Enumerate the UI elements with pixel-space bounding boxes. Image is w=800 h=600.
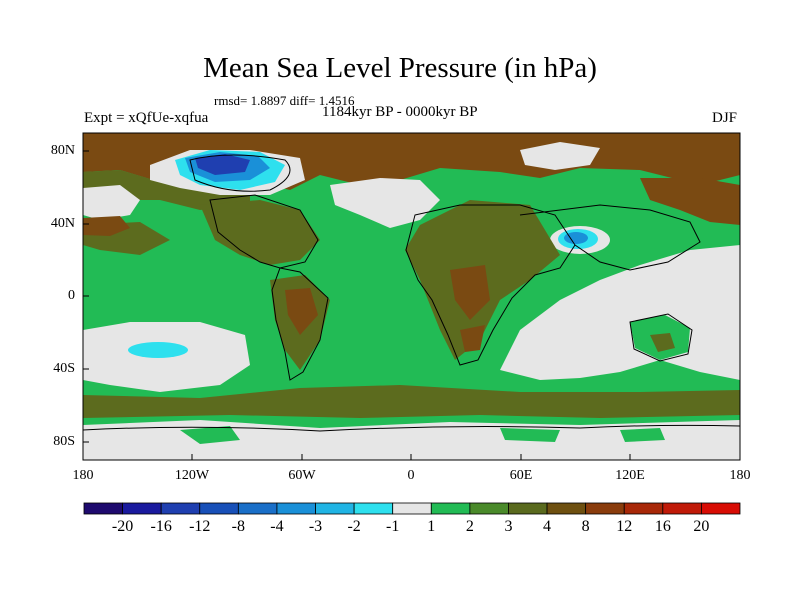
colorbar-swatch [623,502,664,515]
colorbar-swatch [392,502,432,515]
grey-north-pacific [83,185,140,220]
colorbar-swatch [199,502,239,515]
australia-core [650,333,675,352]
southern-ocean-olive [83,385,740,418]
africa-core [450,265,490,320]
axis-ticks [82,150,741,460]
colorbar-label: 12 [616,518,633,535]
colorbar-label: -8 [231,518,245,535]
colorbar-swatch [237,502,278,515]
colorbar [83,502,741,515]
colorbar-label: 16 [654,518,671,535]
period-label: 1184kyr BP - 0000kyr BP [322,104,478,120]
colorbar-label: 1 [427,518,436,535]
antarctica-grey [83,420,740,460]
lon-tick-label: 60W [288,468,316,483]
experiment-label: Expt = xQfUe-xqfua [84,110,209,126]
map-plot-area [83,133,740,460]
colorbar-swatch [353,502,394,515]
colorbar-label: -16 [150,518,172,535]
colorbar-swatch [701,502,741,515]
antarctica-green-patches [180,426,665,444]
colorbar-label: -3 [308,518,323,535]
lon-tick-label: 60E [509,468,533,483]
page-title: Mean Sea Level Pressure (in hPa) [203,52,597,84]
south-america-core [285,288,318,335]
lat-tick-label: 80N [50,143,75,158]
colorbar-swatch [585,502,625,515]
lat-tick-label: 80S [53,434,75,449]
coastlines [83,154,740,432]
colorbar-label: 20 [693,518,710,535]
grey-north-atlantic [330,178,440,228]
colorbar-label: -2 [347,518,361,535]
colorbar-label: 2 [465,518,474,535]
lon-tick-label: 120E [615,468,645,483]
lat-tick-label: 0 [68,288,75,303]
colorbar-swatch [122,502,162,515]
colorbar-label: -1 [386,518,400,535]
colorbar-swatch [315,502,355,515]
colorbar-swatch [662,502,702,515]
season-label: DJF [712,110,738,126]
lon-tick-label: 180 [72,468,94,483]
grey-siberia [520,142,600,170]
stats-line: rmsd= 1.8897 diff= 1.4516 [214,93,355,108]
north-pacific-brown [83,216,130,236]
colorbar-label: 3 [504,518,513,535]
colorbar-swatch [83,502,123,515]
colorbar-label: -4 [270,518,284,535]
colorbar-swatch [430,502,471,515]
tibet-low-midblue [564,232,588,244]
colorbar-label: 4 [543,518,552,535]
north-america-positive [200,200,320,265]
colorbar-swatch [160,502,201,515]
colorbar-swatch [546,502,587,515]
lat-tick-label: 40N [50,216,75,231]
colorbar-label: -20 [111,518,134,535]
lon-tick-label: 180 [729,468,751,483]
southern-africa-core [460,325,485,352]
arctic-low-deepblue [195,154,250,175]
lon-tick-label: 120W [174,468,210,483]
colorbar-label: -12 [189,518,211,535]
colorbar-swatch [469,502,509,515]
colorbar-label: 8 [581,518,590,535]
south-pacific-low [128,342,188,358]
colorbar-swatch [508,502,548,515]
lat-tick-label: 40S [53,361,75,376]
lon-tick-label: 0 [407,468,415,483]
colorbar-swatch [276,502,316,515]
east-asia-brown [640,178,740,225]
